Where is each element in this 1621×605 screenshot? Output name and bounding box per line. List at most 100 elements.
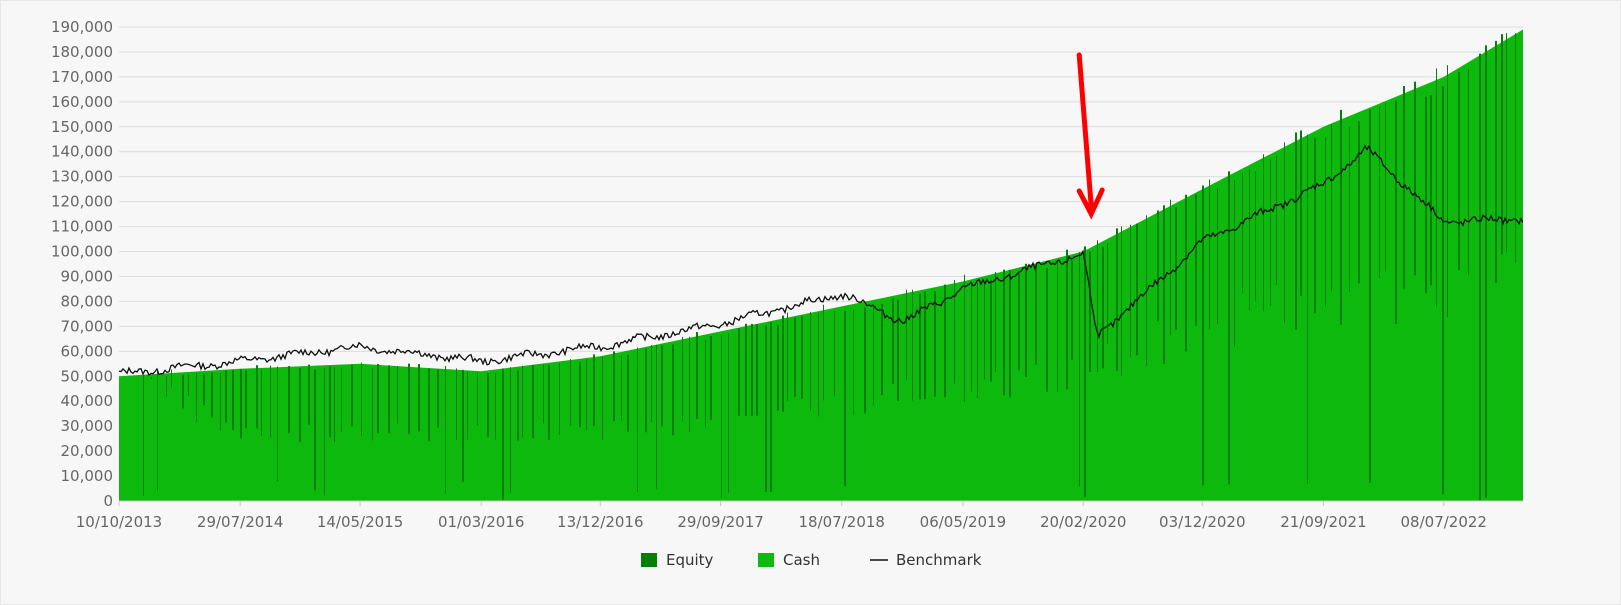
equity-stripe <box>705 339 706 427</box>
equity-stripe <box>188 374 189 396</box>
equity-stripe <box>211 372 213 418</box>
y-tick-label: 110,000 <box>51 218 113 236</box>
equity-stripe <box>397 366 398 424</box>
equity-stripe <box>1217 187 1218 324</box>
y-tick-label: 20,000 <box>61 442 114 460</box>
y-tick-label: 180,000 <box>51 43 113 61</box>
legend-item-benchmark: Benchmark <box>870 551 982 569</box>
equity-stripe <box>1340 109 1342 325</box>
y-tick-label: 10,000 <box>61 467 114 485</box>
equity-stripe <box>1035 264 1037 365</box>
equity-stripe <box>1307 134 1308 484</box>
equity-stripe <box>873 304 874 406</box>
equity-stripe <box>864 307 866 414</box>
equity-stripe <box>1079 252 1080 487</box>
equity-stripe <box>1025 263 1027 377</box>
equity-stripe <box>510 367 511 493</box>
equity-stripe <box>240 369 242 439</box>
y-tick-label: 60,000 <box>61 342 114 360</box>
y-axis: 0 10,000 20,000 30,000 40,000 50,000 60,000 70,… <box>51 18 113 510</box>
equity-stripe <box>696 332 698 419</box>
equity-stripe <box>995 272 996 373</box>
equity-stripe <box>1249 169 1250 311</box>
equity-stripe <box>1071 260 1073 360</box>
equity-stripe <box>324 368 325 496</box>
equity-stripe <box>1270 159 1271 306</box>
annotation-arrow-shaft <box>1076 52 1094 209</box>
x-tick-label: 08/07/2022 <box>1401 513 1487 531</box>
equity-stripe <box>225 370 227 423</box>
equity-stripe <box>559 363 560 436</box>
equity-stripe <box>1003 269 1005 396</box>
equity-stripe <box>1414 81 1416 276</box>
equity-stripe <box>1284 142 1285 323</box>
equity-stripe <box>906 289 907 380</box>
equity-stripe <box>801 316 803 399</box>
equity-stripe <box>261 369 262 437</box>
equity-stripe <box>1276 155 1277 285</box>
equity-stripe <box>844 310 846 487</box>
equity-stripe <box>613 351 615 421</box>
equity-stripe <box>586 359 587 431</box>
equity-stripe <box>661 345 663 427</box>
equity-stripe <box>1447 65 1448 317</box>
equity-stripe <box>1485 45 1487 498</box>
equity-stripe <box>1130 224 1131 357</box>
equity-stripe <box>171 369 172 387</box>
cash-area <box>119 29 1523 501</box>
legend: Equity Cash Benchmark <box>641 551 982 569</box>
equity-stripe <box>1097 240 1098 373</box>
equity-stripe <box>1515 33 1516 264</box>
equity-stripe <box>256 365 258 429</box>
equity-stripe <box>751 323 753 417</box>
equity-stripe <box>522 365 523 438</box>
equity-stripe <box>548 365 550 440</box>
equity-stripe <box>738 328 740 416</box>
x-tick-label: 18/07/2018 <box>799 513 885 531</box>
equity-stripe <box>1009 270 1011 398</box>
equity-stripe <box>1255 171 1256 301</box>
equity-stripe <box>408 363 410 434</box>
y-tick-label: 30,000 <box>61 417 114 435</box>
equity-stripe <box>388 365 390 434</box>
equity-stripe <box>810 311 811 411</box>
y-tick-label: 0 <box>103 492 113 510</box>
equity-stripe <box>1107 243 1108 344</box>
equity-stripe <box>502 368 504 500</box>
x-tick-label: 20/02/2020 <box>1040 513 1126 531</box>
equity-stripe <box>232 369 234 430</box>
equity-stripe <box>934 291 936 397</box>
equity-stripe <box>924 291 926 399</box>
equity-stripe <box>1163 205 1165 364</box>
equity-stripe <box>151 377 152 379</box>
equity-stripe <box>770 322 772 493</box>
equity-stripe <box>428 368 430 442</box>
equity-stripe <box>823 304 824 401</box>
equity-stripe <box>1468 68 1469 276</box>
equity-stripe <box>1084 246 1086 497</box>
x-tick-label: 06/05/2019 <box>920 513 1006 531</box>
equity-stripe <box>621 355 622 421</box>
equity-stripe <box>143 374 144 497</box>
equity-stripe <box>1116 228 1118 371</box>
area-series <box>119 29 1523 501</box>
equity-stripe <box>1057 261 1058 392</box>
equity-stripe <box>308 364 310 425</box>
equity-stripe <box>853 309 854 415</box>
equity-stripe <box>892 298 894 384</box>
y-tick-label: 130,000 <box>51 168 113 186</box>
equity-stripe <box>954 280 955 384</box>
equity-stripe <box>645 348 647 433</box>
equity-stripe <box>1170 199 1171 336</box>
equity-stripe <box>1242 172 1243 294</box>
equity-stripe <box>984 281 985 380</box>
equity-stripe <box>1331 124 1332 292</box>
equity-stripe <box>270 365 271 438</box>
equity-stripe <box>1458 71 1460 271</box>
equity-stripe <box>627 354 629 432</box>
equity-stripe <box>532 364 534 439</box>
equity-stripe <box>765 325 767 492</box>
equity-stripe <box>964 274 965 402</box>
equity-stripe <box>1358 121 1360 284</box>
equity-stripe <box>710 335 712 420</box>
